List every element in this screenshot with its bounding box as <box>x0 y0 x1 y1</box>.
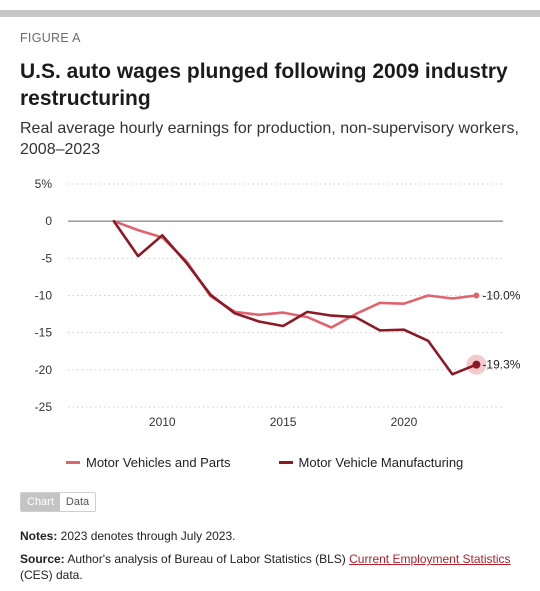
line-chart: 5% 0 -5 -10 -15 -20 -25 2010 2015 2020 -10.0% -19.3… <box>35 177 521 429</box>
chart-title: U.S. auto wages plunged following 2009 i… <box>20 60 508 110</box>
y-tick-label: 5% <box>35 177 53 191</box>
x-tick-label: 2020 <box>391 415 418 429</box>
x-tick-label: 2010 <box>149 415 176 429</box>
chart-tab-button[interactable]: Chart <box>21 493 60 511</box>
y-tick-label: -5 <box>41 251 52 265</box>
source-link[interactable]: Current Employment Statistics <box>349 552 511 566</box>
notes: Notes: 2023 denotes through July 2023. <box>20 528 525 544</box>
legend-swatch-series-2 <box>278 461 293 464</box>
y-tick-label: -25 <box>35 400 53 414</box>
data-tab-button[interactable]: Data <box>59 493 96 511</box>
chart-legend: Motor Vehicles and Parts Motor Vehicle M… <box>66 455 511 470</box>
series-line-motor-vehicles-and-parts <box>112 219 478 329</box>
legend-label-series-1: Motor Vehicles and Parts <box>86 455 231 470</box>
figure-label: FIGURE A <box>20 31 81 45</box>
y-tick-label: 0 <box>45 214 52 228</box>
y-tick-label: -10 <box>35 289 53 303</box>
series-end-label: -19.3% <box>482 358 520 372</box>
legend-item-motor-vehicles-and-parts[interactable]: Motor Vehicles and Parts <box>66 455 231 470</box>
source-text: Author's analysis of Bureau of Labor Sta… <box>64 552 350 566</box>
x-tick-label: 2015 <box>270 415 297 429</box>
legend-item-motor-vehicle-manufacturing[interactable]: Motor Vehicle Manufacturing <box>278 455 464 470</box>
series-endpoint-marker <box>473 292 480 299</box>
top-accent-bar <box>0 10 540 17</box>
series-end-label: -10.0% <box>482 289 520 303</box>
notes-label: Notes: <box>20 529 58 543</box>
chart-data-toggle: Chart Data <box>20 492 97 512</box>
legend-label-series-2: Motor Vehicle Manufacturing <box>298 455 464 470</box>
source-text-after: (CES) data. <box>20 568 83 582</box>
series-endpoint-marker <box>472 360 481 369</box>
source: Source: Author's analysis of Bureau of L… <box>20 551 525 583</box>
source-label: Source: <box>20 552 65 566</box>
notes-text: 2023 denotes through July 2023. <box>57 529 236 543</box>
legend-swatch-series-1 <box>66 461 80 464</box>
chart-subtitle: Real average hourly earnings for product… <box>20 120 519 158</box>
y-tick-label: -20 <box>35 363 53 377</box>
y-tick-label: -15 <box>35 326 53 340</box>
series-line-motor-vehicle-manufacturing <box>112 219 478 376</box>
